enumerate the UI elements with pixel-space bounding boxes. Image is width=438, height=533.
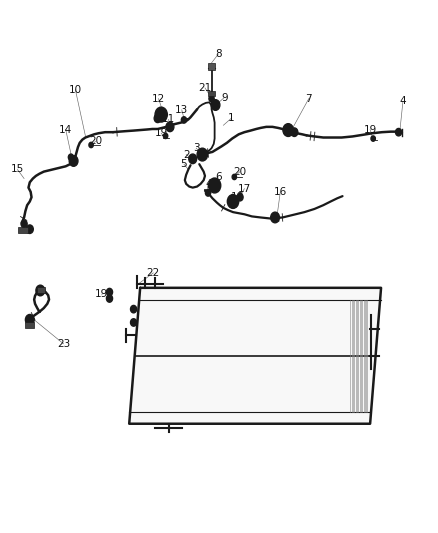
Circle shape [189, 154, 197, 164]
Circle shape [396, 128, 402, 136]
Text: 5: 5 [180, 159, 187, 169]
Text: 19: 19 [95, 289, 108, 299]
Circle shape [155, 107, 167, 122]
Text: 21: 21 [198, 83, 212, 93]
Circle shape [371, 136, 375, 141]
Circle shape [283, 124, 293, 136]
Circle shape [36, 285, 45, 296]
Bar [208, 63, 215, 70]
Circle shape [69, 156, 78, 166]
Circle shape [131, 305, 137, 313]
Bar [18, 227, 28, 233]
Text: 20: 20 [89, 136, 102, 146]
Circle shape [106, 295, 113, 302]
Text: 22: 22 [147, 268, 160, 278]
Text: 2: 2 [183, 150, 190, 159]
Bar [37, 287, 45, 293]
Text: 1: 1 [228, 114, 235, 123]
Text: 11: 11 [162, 115, 175, 124]
Text: 12: 12 [152, 94, 165, 103]
Text: 7: 7 [305, 94, 312, 103]
Circle shape [181, 117, 187, 123]
Circle shape [26, 225, 33, 233]
Circle shape [21, 220, 27, 228]
Text: 3: 3 [193, 143, 200, 153]
Circle shape [211, 100, 220, 110]
Text: 16: 16 [274, 187, 287, 197]
Polygon shape [129, 288, 381, 424]
Circle shape [291, 128, 298, 136]
Circle shape [271, 212, 279, 223]
Circle shape [237, 193, 243, 201]
Circle shape [227, 195, 239, 208]
Text: 19: 19 [364, 125, 377, 134]
Circle shape [154, 114, 161, 123]
Bar [208, 91, 215, 96]
Text: 15: 15 [11, 165, 24, 174]
Circle shape [163, 133, 168, 139]
Text: 14: 14 [59, 125, 72, 134]
Text: 23: 23 [57, 339, 70, 349]
Text: 17: 17 [238, 184, 251, 193]
Text: 4: 4 [205, 179, 212, 189]
Circle shape [106, 288, 113, 296]
Circle shape [209, 95, 214, 102]
Circle shape [205, 190, 211, 196]
Circle shape [25, 314, 34, 325]
Circle shape [197, 148, 208, 161]
Text: 19: 19 [155, 128, 168, 138]
Text: 10: 10 [69, 85, 82, 94]
Circle shape [68, 154, 74, 160]
Text: 13: 13 [175, 105, 188, 115]
Text: 20: 20 [233, 167, 247, 176]
Circle shape [89, 142, 93, 148]
Circle shape [208, 178, 221, 193]
Text: 4: 4 [399, 96, 406, 106]
Text: 18: 18 [231, 192, 244, 202]
Text: 8: 8 [215, 50, 222, 59]
Text: 9: 9 [221, 93, 228, 102]
Circle shape [166, 122, 174, 132]
Text: 6: 6 [215, 172, 222, 182]
Circle shape [232, 174, 237, 180]
Bar [25, 322, 34, 328]
Circle shape [131, 319, 137, 326]
